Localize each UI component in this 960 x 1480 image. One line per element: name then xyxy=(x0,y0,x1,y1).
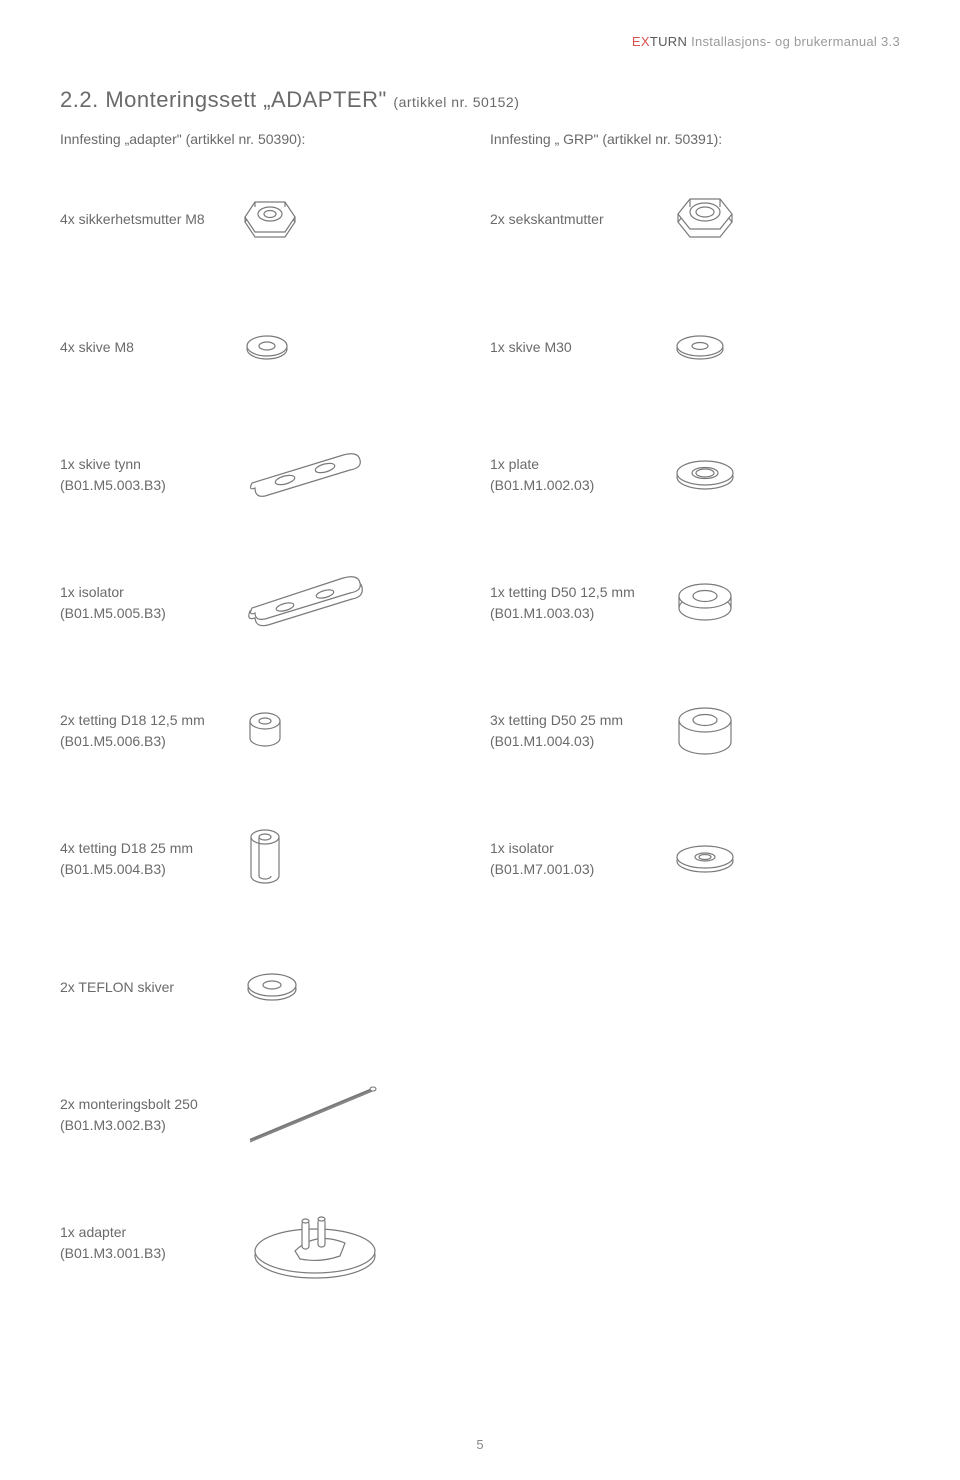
part-label: 2x TEFLON skiver xyxy=(60,977,240,998)
part-label: 2x monteringsbolt 250 (B01.M3.002.B3) xyxy=(60,1094,240,1136)
section-heading: Monteringssett „ADAPTER" xyxy=(105,87,386,112)
washer-large-icon xyxy=(670,330,870,365)
part-label: 1x isolator (B01.M7.001.03) xyxy=(490,838,670,880)
brand-turn: TURN xyxy=(650,34,687,49)
part-label: 4x skive M8 xyxy=(60,337,240,358)
subhead-right: Innfesting „ GRP" (artikkel nr. 50391): xyxy=(490,131,722,147)
parts-row: 2x TEFLON skiver xyxy=(60,937,900,1037)
parts-row: 2x tetting D18 12,5 mm (B01.M5.006.B3) 3… xyxy=(60,681,900,781)
part-label: 1x adapter (B01.M3.001.B3) xyxy=(60,1222,240,1264)
subheadings: Innfesting „adapter" (artikkel nr. 50390… xyxy=(60,131,900,147)
part-label: 3x tetting D50 25 mm (B01.M1.004.03) xyxy=(490,710,670,752)
part-label: 2x sekskantmutter xyxy=(490,209,670,230)
part-label: 4x tetting D18 25 mm (B01.M5.004.B3) xyxy=(60,838,240,880)
taller-ring-icon xyxy=(670,704,870,759)
lock-nut-icon xyxy=(240,192,490,247)
thick-ring-icon xyxy=(670,578,870,628)
parts-row: 2x monteringsbolt 250 (B01.M3.002.B3) xyxy=(60,1065,900,1165)
tall-spacer-icon xyxy=(240,824,490,894)
document-header: EXTURN Installasjons- og brukermanual 3.… xyxy=(632,34,900,49)
section-sub: (artikkel nr. 50152) xyxy=(393,94,519,110)
isolator-washer-icon xyxy=(670,840,870,878)
manual-title: Installasjons- og brukermanual 3.3 xyxy=(687,34,900,49)
parts-row: 4x tetting D18 25 mm (B01.M5.004.B3) 1x … xyxy=(60,809,900,909)
washer-small-icon xyxy=(240,330,490,365)
isolator-plate-icon xyxy=(240,573,490,633)
hex-nut-icon xyxy=(670,189,870,249)
plate-ring-icon xyxy=(670,455,870,495)
parts-row: 1x isolator (B01.M5.005.B3) 1x tetting D… xyxy=(60,553,900,653)
section-title: 2.2. Monteringssett „ADAPTER" (artikkel … xyxy=(60,87,900,113)
part-label: 2x tetting D18 12,5 mm (B01.M5.006.B3) xyxy=(60,710,240,752)
page-number: 5 xyxy=(476,1437,483,1452)
parts-row: 1x adapter (B01.M3.001.B3) xyxy=(60,1193,900,1293)
parts-grid: 4x sikkerhetsmutter M8 2x sekskantmutter xyxy=(60,169,900,1293)
mounting-bolt-icon xyxy=(240,1080,490,1150)
subhead-left: Innfesting „adapter" (artikkel nr. 50390… xyxy=(60,131,490,147)
thin-plate-icon xyxy=(240,448,490,503)
part-label: 1x skive tynn (B01.M5.003.B3) xyxy=(60,454,240,496)
part-label: 1x isolator (B01.M5.005.B3) xyxy=(60,582,240,624)
small-spacer-icon xyxy=(240,706,490,756)
parts-row: 4x sikkerhetsmutter M8 2x sekskantmutter xyxy=(60,169,900,269)
brand-ex: EX xyxy=(632,34,650,49)
adapter-icon xyxy=(240,1201,490,1286)
parts-row: 1x skive tynn (B01.M5.003.B3) 1x plate (… xyxy=(60,425,900,525)
teflon-washer-icon xyxy=(240,967,490,1007)
part-label: 1x skive M30 xyxy=(490,337,670,358)
section-number: 2.2. xyxy=(60,87,99,112)
part-label: 1x plate (B01.M1.002.03) xyxy=(490,454,670,496)
part-label: 1x tetting D50 12,5 mm (B01.M1.003.03) xyxy=(490,582,670,624)
parts-row: 4x skive M8 1x skive M30 xyxy=(60,297,900,397)
part-label: 4x sikkerhetsmutter M8 xyxy=(60,209,240,230)
